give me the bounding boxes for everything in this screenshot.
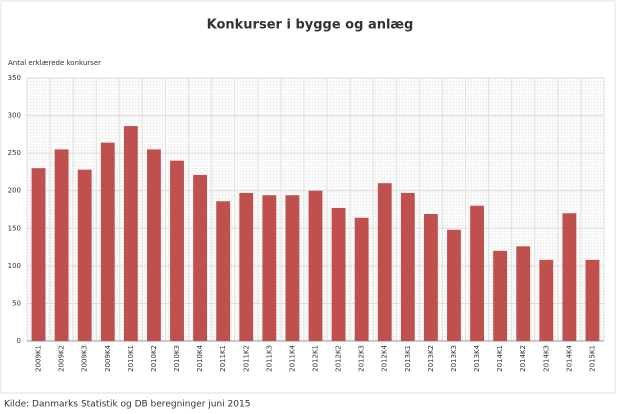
- x-tick-label: 2013K1: [404, 345, 412, 372]
- x-tick-label: 2011K3: [265, 345, 273, 372]
- x-tick-label: 2014K1: [496, 345, 504, 372]
- x-tick-label: 2012K2: [335, 345, 343, 372]
- bar: [377, 183, 392, 341]
- bar: [354, 217, 369, 341]
- bar: [100, 142, 115, 341]
- bar: [262, 195, 277, 341]
- x-tick-label: 2011K2: [242, 345, 250, 372]
- source: Kilde: Danmarks Statistik og DB beregnin…: [4, 400, 250, 410]
- x-tick-label: 2012K1: [312, 345, 320, 372]
- x-tick-label: 2015K1: [588, 345, 596, 372]
- bar: [516, 246, 531, 341]
- y-tick-label: 350: [8, 74, 21, 82]
- x-tick-label: 2012K3: [358, 345, 366, 372]
- x-tick-label: 2014K2: [519, 345, 527, 372]
- x-tick-label: 2010K4: [196, 344, 204, 371]
- x-tick-label: 2013K3: [450, 345, 458, 372]
- bar: [493, 250, 508, 341]
- x-tick-label: 2010K2: [150, 345, 158, 372]
- x-tick-label: 2011K1: [219, 345, 227, 372]
- bar: [77, 169, 92, 341]
- x-tick-label: 2011K4: [288, 344, 296, 371]
- bar: [308, 190, 323, 341]
- y-tick-label: 250: [8, 149, 21, 157]
- bar: [331, 207, 346, 341]
- bar: [539, 259, 554, 341]
- bar: [400, 192, 415, 341]
- y-tick-label: 100: [8, 262, 21, 270]
- bar: [285, 195, 300, 341]
- bar: [239, 192, 254, 341]
- x-tick-label: 2013K4: [473, 344, 481, 371]
- bar: [193, 174, 208, 341]
- y-axis-label: Antal erklærede konkurser: [8, 59, 101, 67]
- x-tick-label: 2014K3: [542, 345, 550, 372]
- x-tick-label: 2014K4: [565, 344, 573, 371]
- chart-title: Konkurser i bygge og anlæg: [207, 18, 414, 33]
- y-tick-label: 150: [8, 224, 21, 232]
- x-tick-label: 2010K1: [127, 345, 135, 372]
- bar: [170, 160, 184, 341]
- bar: [147, 149, 161, 341]
- bar: [423, 214, 438, 341]
- x-tick-label: 2009K3: [81, 345, 89, 372]
- bar: [585, 259, 600, 341]
- x-tick-label: 2012K4: [381, 344, 389, 371]
- x-tick-label: 2009K4: [104, 344, 112, 371]
- y-tick-label: 200: [8, 187, 21, 195]
- y-tick-label: 300: [8, 112, 21, 120]
- bar: [562, 213, 577, 341]
- bar: [470, 205, 484, 341]
- x-tick-label: 2009K2: [58, 345, 66, 372]
- bar: [447, 229, 461, 341]
- y-tick-label: 0: [17, 337, 21, 345]
- bar: [54, 149, 69, 341]
- x-tick-label: 2009K1: [35, 345, 43, 372]
- bar: [216, 201, 231, 341]
- y-tick-label: 50: [12, 299, 21, 307]
- x-tick-label: 2010K3: [173, 345, 181, 372]
- bar: [123, 126, 138, 341]
- bar: [31, 168, 46, 341]
- x-tick-label: 2013K2: [427, 345, 435, 372]
